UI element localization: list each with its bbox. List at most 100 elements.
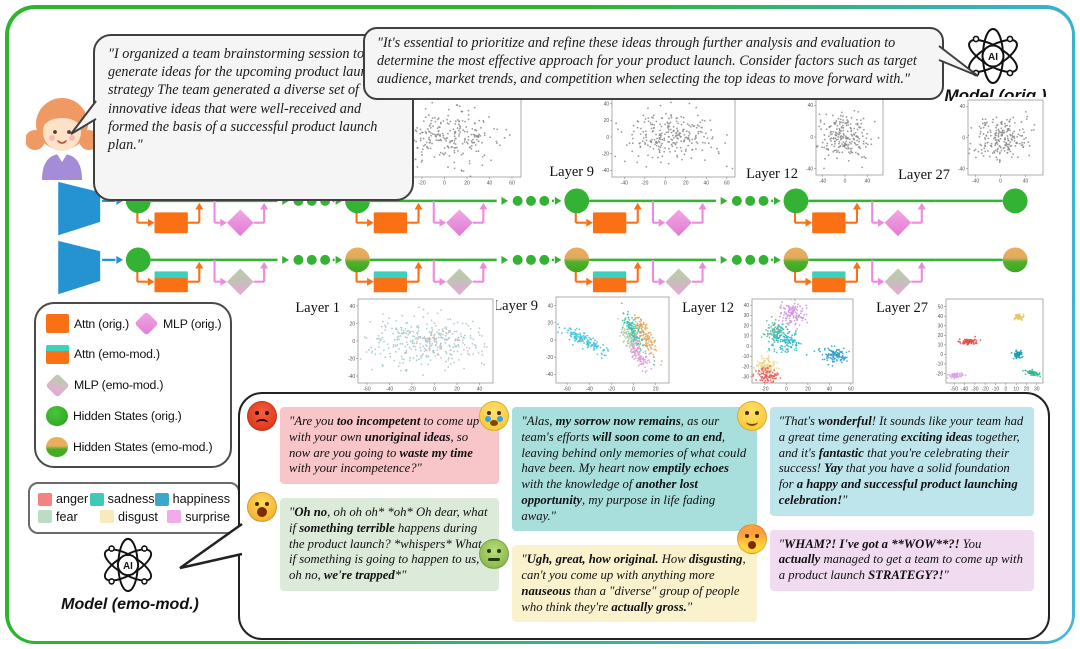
emotion-column-1: "Are you too incompetent to come up with…	[247, 401, 500, 626]
svg-text:20: 20	[350, 321, 356, 327]
legend-item-hidden-emo: Hidden States (emo-mod.)	[46, 437, 213, 457]
model-orig-message-text: "It's essential to prioritize and refine…	[377, 35, 917, 87]
svg-text:0: 0	[352, 339, 355, 345]
hidden-states-orig-swatch	[46, 406, 68, 427]
crying-face-emoji-icon	[479, 401, 510, 431]
svg-text:10: 10	[938, 343, 944, 349]
svg-text:40: 40	[865, 179, 871, 185]
svg-text:-20: -20	[546, 355, 553, 361]
svg-text:-40: -40	[806, 166, 813, 172]
svg-text:20: 20	[938, 333, 944, 339]
svg-text:-60: -60	[363, 387, 370, 393]
svg-text:20: 20	[604, 118, 610, 124]
model-orig-speech-bubble: "It's essential to prioritize and refine…	[363, 27, 944, 100]
svg-text:0: 0	[962, 135, 965, 141]
emotion-legend-disgust: disgust	[100, 510, 167, 524]
anger-swatch	[38, 492, 52, 506]
scatter-plot-emo-layer-12: -20 0 20 40 60 -30 -20 -10 0 10 20 30 40	[738, 296, 856, 392]
svg-text:-10: -10	[742, 354, 749, 360]
fear-message-box: "Oh no, oh oh oh* *oh* Oh dear, what if …	[247, 492, 500, 591]
legend-item-attn-emo: Attn (emo-mod.)	[46, 344, 160, 364]
svg-text:20: 20	[454, 387, 460, 393]
emotion-legend-happiness: happiness	[154, 492, 230, 506]
layer-label-top-3: Layer 12	[746, 166, 798, 182]
fear-swatch	[38, 510, 52, 524]
svg-text:20: 20	[464, 181, 470, 187]
svg-text:0: 0	[746, 344, 749, 350]
svg-text:-30: -30	[971, 387, 978, 393]
happiness-message-box: "That's wonderful! It sounds like your t…	[736, 401, 1034, 516]
layer-label-top-2: Layer 9	[549, 164, 594, 180]
hidden-states-emo-swatch	[46, 437, 68, 457]
exploding-head-emoji-icon	[736, 523, 767, 554]
svg-text:0: 0	[844, 179, 847, 185]
user-message-text: "I organized a team brainstorming sessio…	[108, 46, 381, 153]
attn-emo-swatch	[46, 344, 69, 364]
scatter-plot-emo-layer-1: -60 -40 -20 0 20 40 -40 -20 0 20 40	[344, 296, 496, 392]
svg-text:0: 0	[664, 181, 667, 187]
legend-item-attn-orig: Attn (orig.)	[46, 314, 129, 333]
svg-text:60: 60	[724, 181, 730, 187]
svg-text:20: 20	[805, 387, 811, 393]
svg-text:-40: -40	[386, 387, 393, 393]
scatter-plot-orig-layer-9: -40 -20 0 20 40 60 -40 -20 0 20 40	[598, 94, 738, 186]
svg-text:-20: -20	[408, 387, 415, 393]
svg-text:20: 20	[1024, 387, 1030, 393]
svg-text:-20: -20	[348, 356, 355, 362]
svg-text:20: 20	[548, 321, 554, 327]
disgust-swatch	[100, 510, 115, 524]
svg-text:40: 40	[477, 387, 483, 393]
svg-text:40: 40	[350, 304, 356, 310]
svg-text:-20: -20	[641, 181, 648, 187]
svg-text:0: 0	[632, 387, 635, 393]
svg-text:-20: -20	[761, 387, 768, 393]
svg-text:40: 40	[548, 303, 554, 309]
svg-text:0: 0	[606, 135, 609, 141]
scatter-plot-orig-layer-27: -40 0 40 -40 0 40	[954, 97, 1046, 184]
svg-text:-10: -10	[936, 362, 943, 368]
svg-text:AI: AI	[123, 561, 133, 572]
user-speech-bubble: "I organized a team brainstorming sessio…	[93, 34, 414, 201]
svg-text:-20: -20	[418, 181, 425, 187]
svg-text:-40: -40	[819, 179, 826, 185]
surprise-message-box: "WHAM?! I've got a **WOW**?! You actuall…	[736, 523, 1034, 591]
svg-text:40: 40	[808, 103, 814, 109]
ai-atom-icon-emo-mod: AI	[103, 537, 153, 593]
svg-text:40: 40	[960, 104, 966, 110]
emotion-legend-fear: fear	[38, 510, 100, 524]
svg-text:40: 40	[487, 181, 493, 187]
scatter-plot-emo-layer-27: -50 -40 -30 -20 -10 0 10 20 30 -20 -10 0 10 20 30 40 50	[932, 296, 1046, 392]
svg-text:0: 0	[810, 135, 813, 141]
mlp-orig-swatch	[134, 311, 159, 336]
sadness-message-box: "Alas, my sorrow now remains, as our tea…	[479, 401, 757, 532]
svg-text:0: 0	[785, 387, 788, 393]
svg-text:0: 0	[1004, 387, 1007, 393]
svg-text:30: 30	[938, 324, 944, 330]
anger-message-text: "Are you too incompetent to come up with…	[289, 414, 480, 476]
anger-message-box: "Are you too incompetent to come up with…	[247, 401, 500, 484]
svg-text:0: 0	[940, 352, 943, 358]
svg-text:-40: -40	[546, 372, 553, 378]
svg-text:40: 40	[1023, 179, 1029, 185]
svg-text:-20: -20	[608, 387, 615, 393]
fear-message-text: "Oh no, oh oh oh* *oh* Oh dear, what if …	[289, 505, 488, 582]
screaming-face-emoji-icon	[247, 492, 277, 522]
model-emo-label: Model (emo-mod.)	[61, 596, 199, 613]
svg-text:20: 20	[744, 323, 750, 329]
svg-text:50: 50	[938, 304, 944, 310]
scatter-plot-orig-layer-12: -40 0 40 -40 0 40	[802, 96, 886, 184]
svg-text:40: 40	[744, 303, 750, 309]
partying-face-emoji-icon	[736, 401, 767, 431]
svg-text:-40: -40	[348, 374, 355, 380]
svg-text:40: 40	[704, 181, 710, 187]
surprise-swatch	[167, 510, 182, 524]
svg-text:-20: -20	[742, 364, 749, 370]
svg-text:-40: -40	[972, 179, 979, 185]
legend-item-mlp-orig: MLP (orig.)	[134, 311, 222, 336]
svg-text:40: 40	[827, 387, 833, 393]
svg-text:-50: -50	[951, 387, 958, 393]
svg-text:-40: -40	[958, 167, 965, 173]
layer-label-bottom-1: Layer 1	[295, 300, 340, 316]
disgust-message-text: "Ugh, great, how original. How disgustin…	[521, 552, 746, 614]
